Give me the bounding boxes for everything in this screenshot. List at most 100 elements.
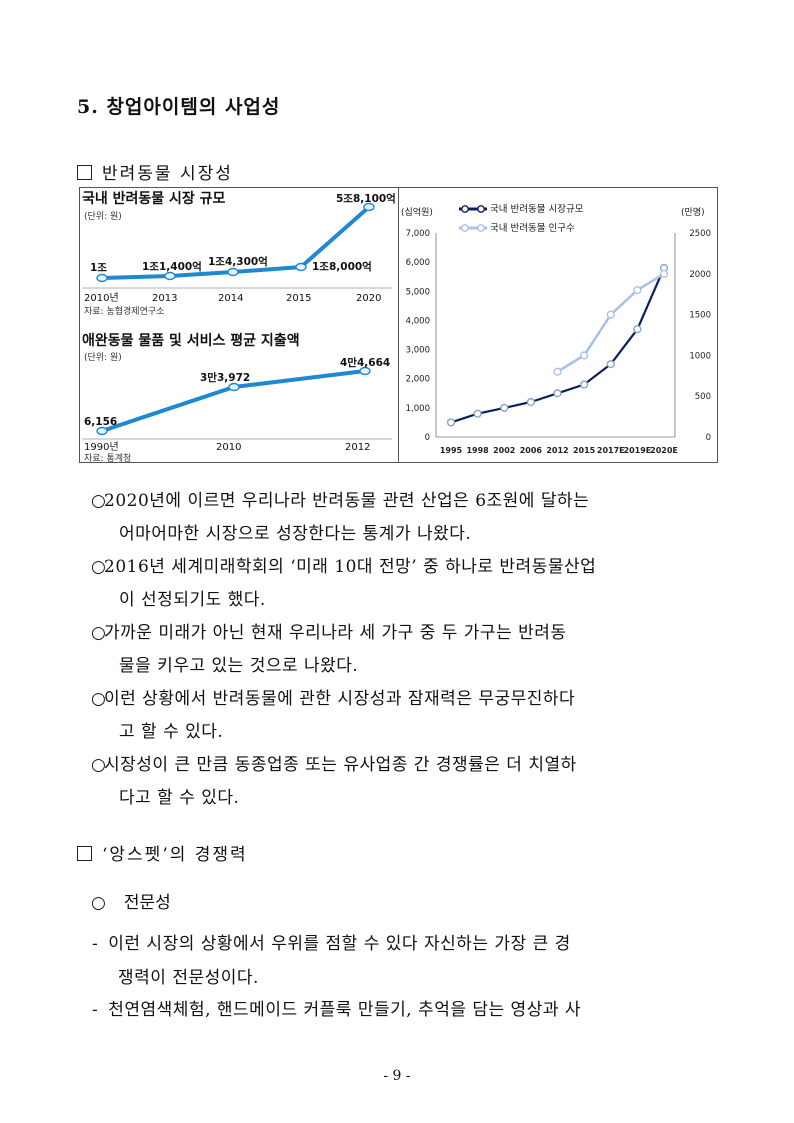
left-chart-panel: 국내 반려동물 시장 규모 (단위: 원) 1조 1조1,400억 1조4,300억 1조… (80, 188, 399, 462)
legend-marker (461, 205, 469, 213)
bullet-first-line: 2016년 세계미래학회의 ‘미래 10대 전망’ 중 하나로 반려동물산업 (104, 557, 597, 577)
bullet-first-line: 2020년에 이르면 우리나라 반려동물 관련 산업은 6조원에 달하는 (104, 491, 590, 511)
dash-marker: - (92, 934, 99, 954)
x-tick-label: 2012 (546, 446, 568, 455)
left-tick-label: 0 (425, 433, 430, 443)
page-number: - 9 - (383, 1068, 411, 1084)
right-axis-unit: (만명) (681, 207, 705, 218)
left-tick-label: 6,000 (406, 258, 430, 268)
x-tick-label: 2020E (650, 446, 678, 455)
data-point (363, 202, 375, 212)
left-tick-label: 7,000 (406, 229, 430, 239)
data-label: 1조1,400억 (142, 261, 202, 273)
bullet-item: ○가까운 미래가 아닌 현재 우리나라 세 가구 중 두 가구는 반려동 물을 키… (91, 617, 721, 683)
data-point (473, 409, 482, 418)
series-market-size (446, 263, 669, 427)
data-point (606, 310, 615, 319)
data-point (227, 267, 239, 277)
series-line (556, 272, 665, 373)
data-label: 5조8,100억 (336, 193, 396, 205)
x-tick-label: 1998 (466, 446, 489, 455)
x-tick-label: 2017E (597, 446, 625, 455)
left-top-series: 1조 1조1,400억 1조4,300억 1조8,000억 5조8,100억 (90, 193, 396, 283)
right-tick-label: 1500 (689, 311, 711, 321)
data-point (295, 262, 307, 272)
subsection-title: ○ 전문성 (91, 888, 171, 913)
legend-marker (461, 224, 469, 232)
bullet-continuation: 어마어마한 시장으로 성장한다는 통계가 나왔다. (119, 524, 472, 544)
legend-label: 국내 반려동물 인구수 (490, 222, 575, 234)
left-tick-label: 1,000 (406, 404, 430, 414)
data-point (526, 397, 535, 407)
left-tick-label: 2,000 (406, 375, 430, 385)
bullet-marker: ○ (91, 557, 107, 577)
left-tick-label: 4,000 (406, 316, 430, 326)
subsection-marker: ○ (91, 893, 106, 913)
market-figure: 국내 반려동물 시장 규모 (단위: 원) 1조 1조1,400억 1조4,300억 1조… (79, 187, 718, 463)
right-chart-panel: (십억원) (만명) 국내 반려동물 시장규모 국내 반려동물 인구수 0 1,000 2,… (399, 188, 717, 462)
bullet-first-line: 가까운 미래가 아닌 현재 우리나라 세 가구 중 두 가구는 반려동 (104, 623, 567, 643)
right-tick-label: 0 (706, 433, 711, 443)
left-charts-svg: 국내 반려동물 시장 규모(단위: 원)1조 1조1,400억 1조4,300억 1조… (82, 190, 396, 462)
data-point (96, 426, 108, 436)
section-title-text: ‘앙스펫’의 경쟁력 (102, 845, 248, 865)
bullet-item: ○이런 상황에서 반려동물에 관한 시장성과 잠재력은 무궁무진하다 고 할 수 … (91, 683, 721, 749)
data-point (659, 269, 669, 278)
data-point (606, 360, 615, 369)
dash-first-line: 천연염색체험, 핸드메이드 커플룩 만들기, 추억을 담는 영상과 사 (108, 1000, 582, 1020)
data-label: 1조4,300억 (208, 256, 268, 268)
x-tick-label: 2015 (286, 293, 311, 304)
data-point (553, 367, 562, 376)
chart-source: 자료: 통계청 (84, 452, 131, 462)
bullet-marker: ○ (91, 689, 107, 709)
data-point (500, 403, 509, 412)
data-point (553, 389, 562, 398)
chart-title: 국내 반려동물 시장 규모 (82, 190, 226, 207)
data-label: 3만3,972 (200, 371, 250, 384)
bullet-marker: ○ (91, 623, 107, 643)
x-tick-label: 1990년 (84, 441, 119, 453)
dash-item: - 천연염색체험, 핸드메이드 커플룩 만들기, 추억을 담는 영상과 사 (92, 993, 720, 1027)
right-tick-label: 2000 (689, 270, 711, 280)
section-title-market: 반려동물 시장성 (77, 159, 233, 184)
right-tick-label: 1000 (689, 351, 711, 361)
subsection-text: 전문성 (123, 893, 171, 913)
chart-title: 애완동물 물품 및 서비스 평균 지출액 (82, 332, 300, 349)
x-tick-label: 2010 (216, 442, 241, 453)
left-bottom-series: 6,156 3만3,972 4만4,664 (84, 356, 390, 436)
bullet-first-line: 시장성이 큰 만큼 동종업종 또는 유사업종 간 경쟁률은 더 치열하 (104, 755, 577, 775)
dash-first-line: 이런 시장의 상황에서 우위를 점할 수 있다 자신하는 가장 큰 경 (108, 934, 571, 954)
left-axis-unit: (십억원) (401, 206, 433, 218)
x-tick-label: 2020 (356, 293, 381, 304)
bullet-item: ○2016년 세계미래학회의 ‘미래 10대 전망’ 중 하나로 반려동물산업 이… (91, 551, 721, 617)
x-tick-label: 2015 (573, 446, 596, 455)
data-point (633, 286, 642, 295)
chart-source: 자료: 농협경제연구소 (84, 305, 164, 317)
x-tick-label: 2010년 (84, 292, 119, 304)
data-point (446, 418, 456, 427)
section-title-competitiveness: ‘앙스펫’의 경쟁력 (77, 840, 248, 865)
chart-unit: (단위: 원) (84, 211, 122, 222)
bullet-item: ○2020년에 이르면 우리나라 반려동물 관련 산업은 6조원에 달하는 어마어… (91, 485, 721, 551)
chart-unit: (단위: 원) (84, 352, 122, 363)
checkbox-square-icon (77, 846, 92, 861)
data-point (633, 325, 642, 334)
series-population (553, 269, 669, 376)
x-tick-label: 2002 (493, 446, 515, 455)
data-point (359, 366, 371, 376)
left-tick-label: 3,000 (406, 346, 430, 356)
legend-marker (477, 224, 485, 232)
data-point (96, 273, 108, 283)
right-tick-label: 500 (695, 392, 711, 402)
data-label: 1조8,000억 (312, 261, 372, 273)
data-point (228, 382, 240, 392)
dash-item: - 이런 시장의 상황에서 우위를 점할 수 있다 자신하는 가장 큰 경 쟁력이 … (92, 927, 720, 995)
left-tick-label: 5,000 (406, 287, 430, 297)
bullet-continuation: 고 할 수 있다. (119, 722, 224, 742)
right-tick-label: 2500 (689, 229, 711, 239)
data-label: 4만4,664 (340, 356, 390, 369)
checkbox-square-icon (77, 165, 92, 180)
data-label: 6,156 (84, 416, 117, 428)
